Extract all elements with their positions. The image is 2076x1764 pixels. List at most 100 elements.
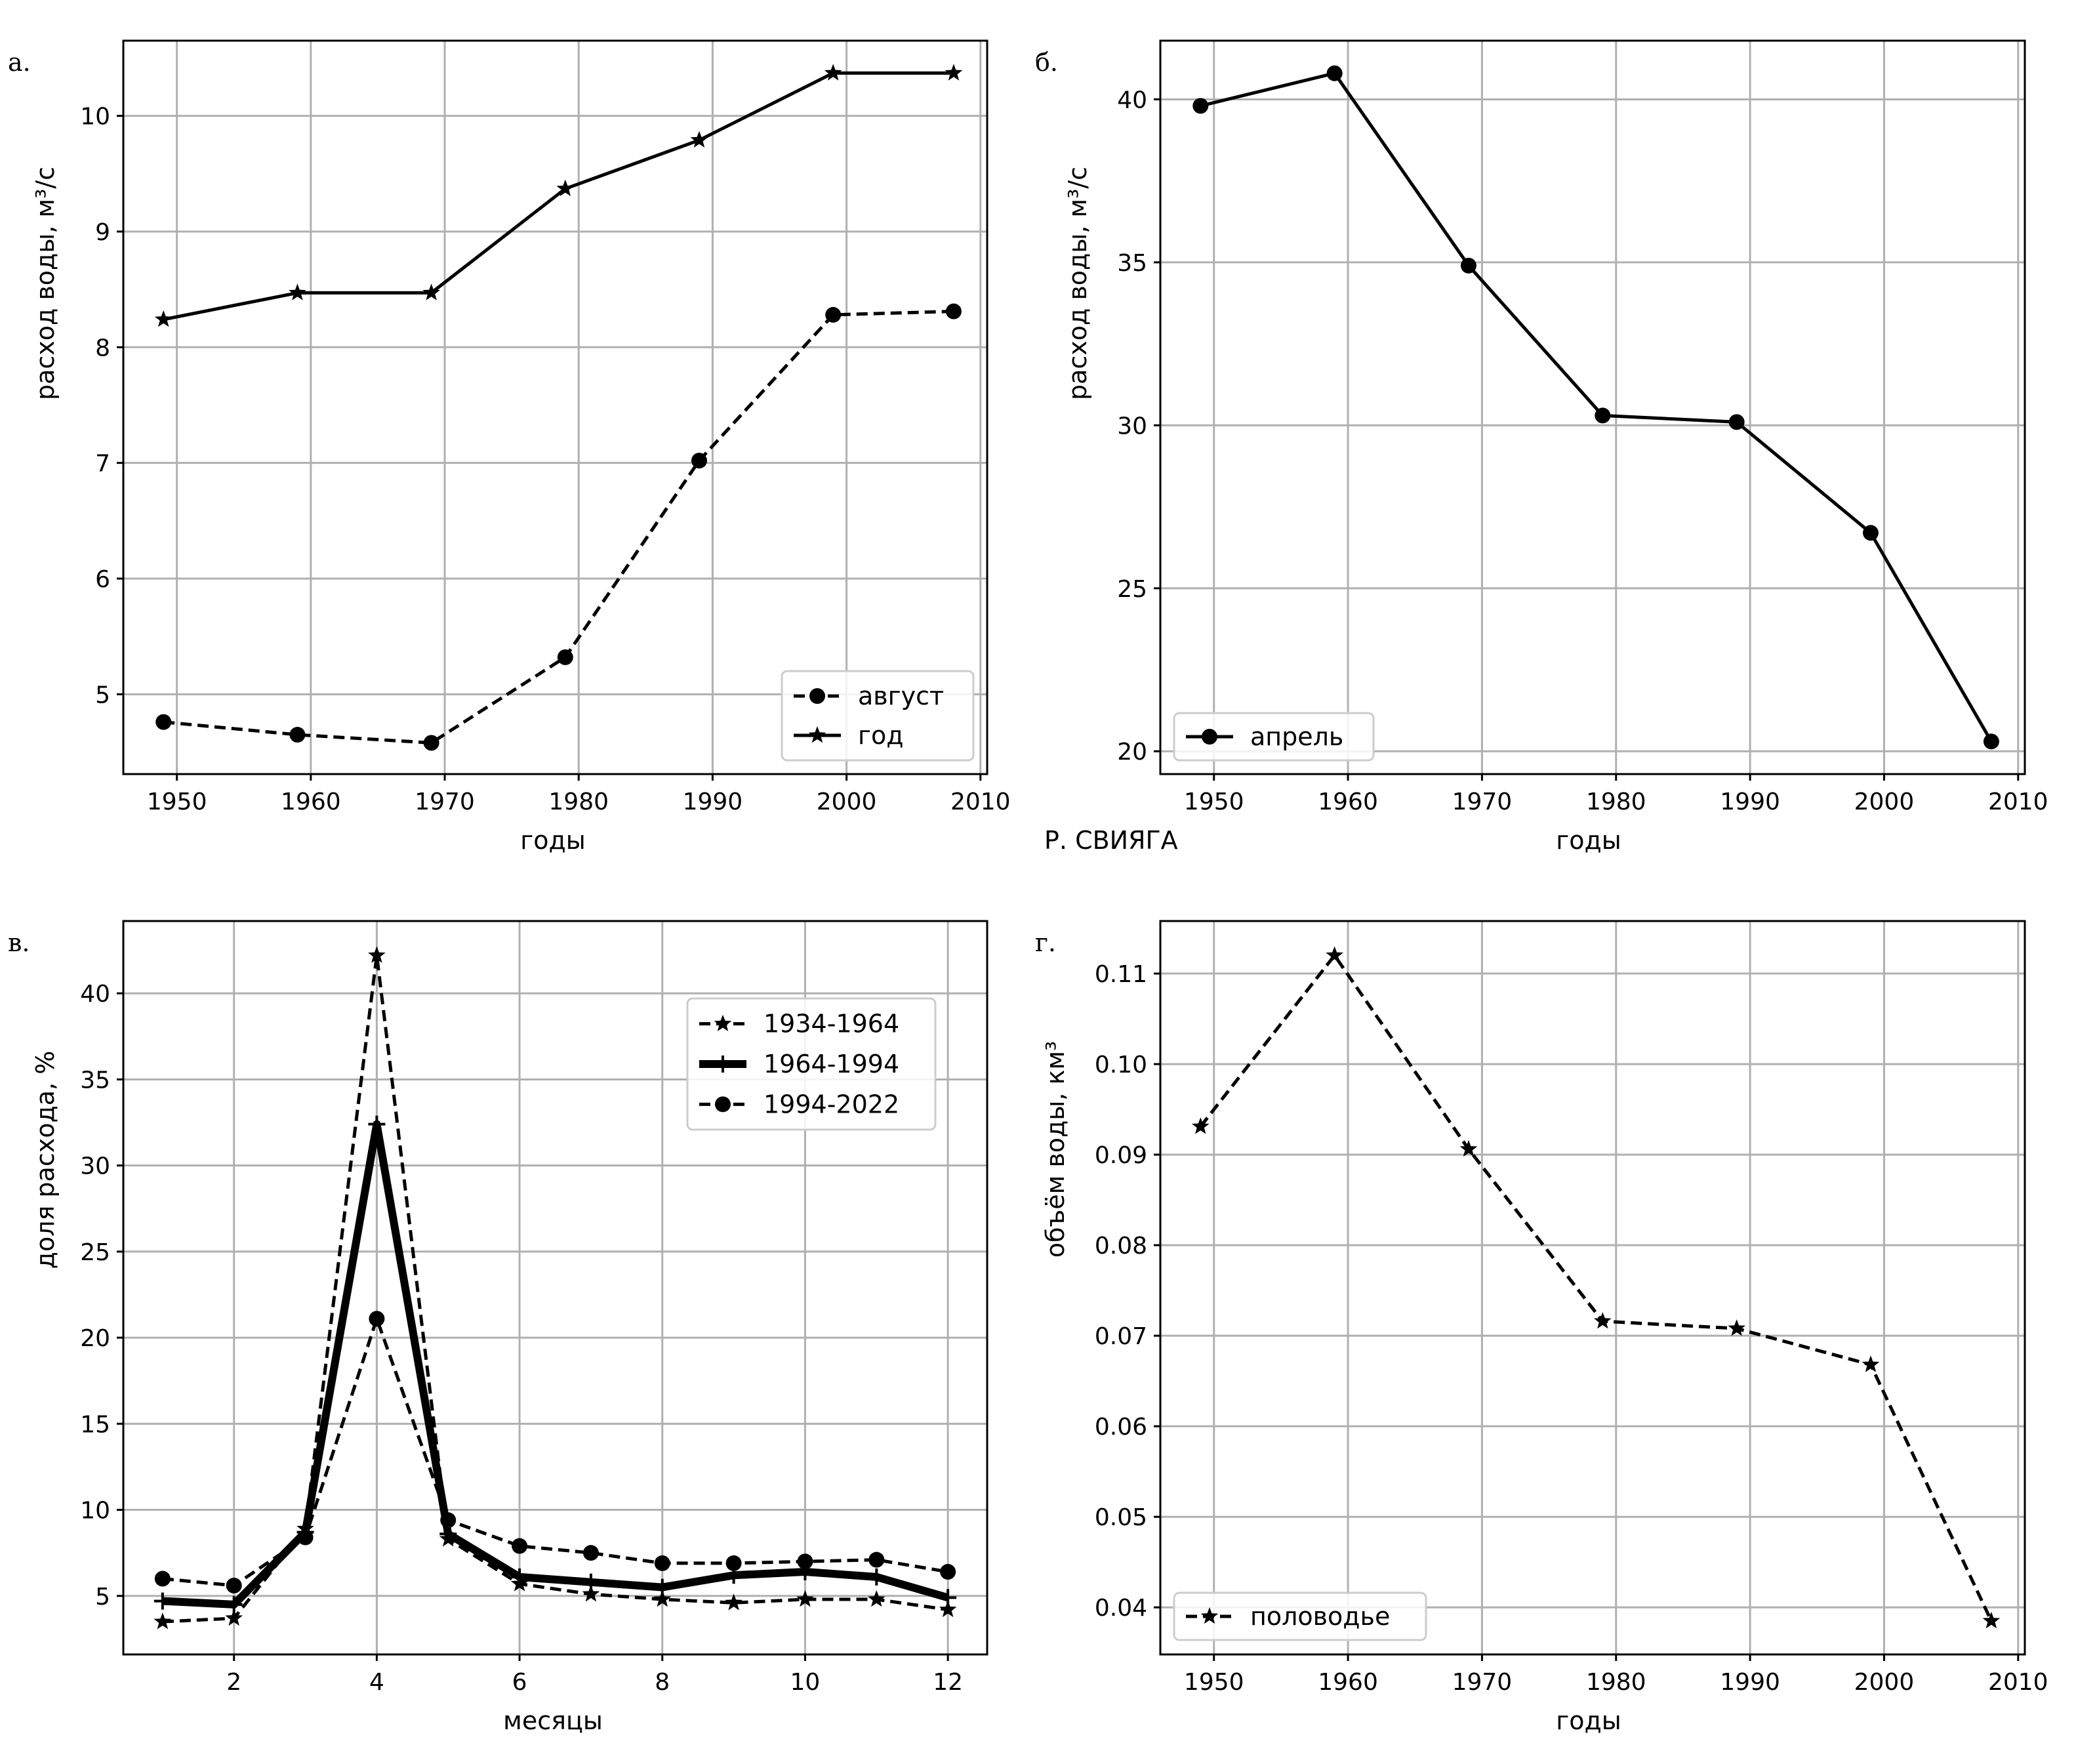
data-point bbox=[1326, 946, 1343, 963]
x-tick-label: 12 bbox=[933, 1669, 963, 1696]
data-point bbox=[153, 1592, 171, 1610]
y-tick-label: 40 bbox=[1117, 87, 1147, 113]
panel-b-label: б. bbox=[1035, 48, 1058, 77]
data-point bbox=[1192, 1117, 1210, 1134]
legend: половодье bbox=[1173, 1591, 1427, 1641]
axes-frame bbox=[1159, 920, 2026, 1656]
data-point bbox=[582, 1585, 600, 1602]
panel-a-xlabel: годы bbox=[520, 826, 586, 855]
x-tick-label: 2010 bbox=[950, 789, 1011, 815]
axes-frame bbox=[122, 920, 988, 1656]
panel-c: в. месяцы доля расхода, % bbox=[8, 928, 603, 1735]
x-tick-label: 2 bbox=[226, 1669, 241, 1696]
x-tick-label: 1990 bbox=[1720, 1669, 1780, 1696]
data-point bbox=[653, 1590, 672, 1607]
data-point bbox=[226, 1578, 242, 1594]
data-point bbox=[440, 1512, 457, 1528]
data-point bbox=[940, 1564, 956, 1580]
data-point bbox=[690, 131, 708, 148]
y-tick-label: 0.10 bbox=[1095, 1052, 1147, 1078]
data-point bbox=[1595, 407, 1611, 424]
x-tick-label: 1980 bbox=[1586, 789, 1646, 815]
panel-c-ylabel-text: доля расхода, % bbox=[31, 1051, 60, 1269]
data-point bbox=[289, 727, 306, 743]
panel-b-ylabel-text: расход воды, м³/с bbox=[1063, 167, 1092, 400]
legend-label: 1964-1994 bbox=[763, 1050, 899, 1078]
y-tick-label: 5 bbox=[95, 1584, 110, 1610]
y-tick-label: 25 bbox=[80, 1239, 110, 1266]
y-tick-label: 20 bbox=[80, 1325, 110, 1352]
data-point bbox=[297, 1529, 314, 1546]
data-point bbox=[796, 1590, 814, 1607]
series-год bbox=[154, 64, 963, 327]
data-point bbox=[939, 1589, 957, 1607]
panel-c-label: в. bbox=[8, 928, 30, 957]
panel-a-ylabel-text: расход воды, м³/с bbox=[31, 167, 60, 400]
series-август bbox=[155, 303, 962, 751]
data-point bbox=[868, 1551, 885, 1568]
data-point bbox=[1863, 525, 1879, 541]
data-point bbox=[1728, 414, 1745, 430]
data-point bbox=[154, 310, 173, 327]
axes-frame bbox=[122, 39, 988, 775]
legend-box bbox=[781, 670, 975, 762]
data-point bbox=[368, 946, 386, 963]
x-tick-label: 1960 bbox=[1318, 1669, 1378, 1696]
y-tick-label: 25 bbox=[1117, 576, 1147, 603]
x-tick-label: 1980 bbox=[1586, 1669, 1646, 1696]
y-tick-label: 0.07 bbox=[1095, 1323, 1147, 1350]
legend-marker bbox=[1202, 729, 1217, 745]
data-point bbox=[225, 1609, 243, 1626]
data-point bbox=[556, 179, 575, 196]
series-апрель bbox=[1192, 65, 1999, 750]
data-point bbox=[422, 283, 440, 300]
data-point bbox=[825, 306, 842, 323]
legend-marker bbox=[1200, 1607, 1219, 1624]
legend-label: половодье bbox=[1250, 1602, 1390, 1631]
y-tick-label: 0.09 bbox=[1095, 1142, 1147, 1169]
data-point bbox=[1983, 733, 1999, 750]
panel-b-xlabel: годы bbox=[1556, 826, 1621, 855]
chart-a: 1950 1960 1970 1980 1990 2000 2010 5 6 7 8 9 10 авгус… bbox=[80, 39, 1011, 815]
data-point bbox=[582, 1545, 599, 1561]
data-point bbox=[368, 1115, 386, 1133]
y-tick-label: 7 bbox=[95, 451, 110, 478]
y-tick-label: 8 bbox=[95, 335, 110, 361]
data-point bbox=[153, 1612, 172, 1630]
legend-box bbox=[686, 997, 937, 1131]
data-point bbox=[797, 1553, 813, 1570]
y-tick-label: 5 bbox=[95, 682, 110, 708]
data-point bbox=[725, 1555, 742, 1571]
x-tick-label: 1950 bbox=[1184, 789, 1244, 815]
data-point bbox=[653, 1578, 671, 1596]
panel-a: а. годы расход воды, м³/с bbox=[8, 48, 586, 855]
data-point bbox=[511, 1568, 529, 1586]
data-point bbox=[1594, 1312, 1612, 1329]
panel-b: б. годы расход воды, м³/с bbox=[1035, 48, 1621, 855]
x-tick-label: 2010 bbox=[1988, 789, 2048, 815]
y-tick-label: 30 bbox=[1117, 413, 1147, 440]
data-point bbox=[939, 1600, 957, 1618]
x-tick-label: 1950 bbox=[147, 789, 207, 815]
x-tick-label: 1950 bbox=[1184, 1669, 1244, 1696]
data-point bbox=[1192, 98, 1209, 114]
data-point bbox=[725, 1593, 743, 1610]
data-point bbox=[945, 303, 962, 319]
x-tick-label: 2000 bbox=[817, 789, 877, 815]
panel-c-xlabel: месяцы bbox=[503, 1706, 603, 1735]
legend: апрель bbox=[1173, 712, 1375, 762]
y-tick-label: 20 bbox=[1117, 739, 1147, 766]
legend-label: год bbox=[858, 721, 904, 750]
y-tick-label: 9 bbox=[95, 219, 110, 246]
legend-label: август bbox=[858, 682, 944, 710]
series-1994-2022 bbox=[154, 1311, 956, 1594]
panel-d-ylabel: объём воды, км³ bbox=[1041, 1041, 1070, 1258]
river-name: Р. СВИЯГА bbox=[1044, 826, 1178, 855]
y-tick-label: 0.05 bbox=[1095, 1504, 1147, 1531]
x-tick-label: 2000 bbox=[1854, 1669, 1915, 1696]
data-point bbox=[868, 1590, 885, 1607]
legend-box bbox=[1173, 712, 1375, 762]
x-tick-label: 1970 bbox=[1452, 789, 1513, 815]
y-tick-label: 6 bbox=[95, 566, 110, 593]
